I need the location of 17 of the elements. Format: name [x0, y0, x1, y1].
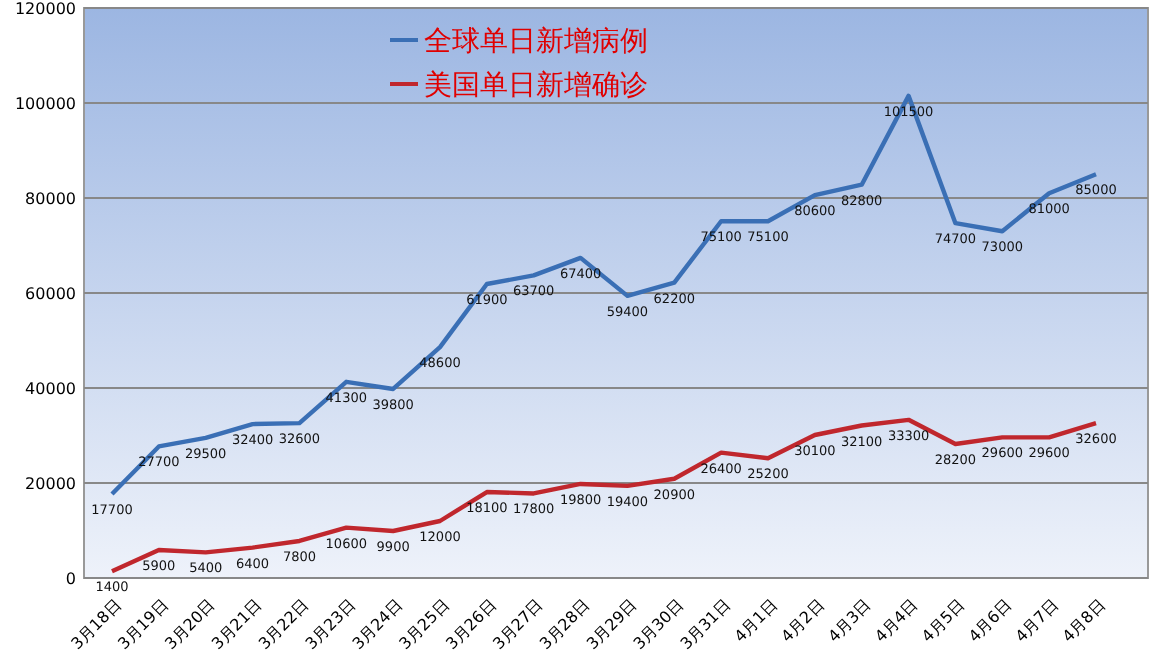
y-tick-label: 20000	[25, 474, 76, 493]
x-tick-label: 4月1日	[731, 596, 781, 646]
y-tick-label: 100000	[14, 94, 76, 113]
legend-label: 美国单日新增确诊	[424, 69, 648, 102]
y-tick-label: 0	[65, 569, 76, 588]
y-tick-label: 80000	[25, 189, 76, 208]
x-tick-label: 4月5日	[918, 596, 969, 646]
legend-label: 全球单日新增病例	[424, 25, 648, 58]
y-tick-label: 120000	[14, 0, 76, 18]
x-tick-label: 4月7日	[1012, 596, 1062, 646]
x-tick-label: 4月2日	[777, 596, 828, 646]
x-tick-label: 4月4日	[871, 596, 922, 646]
x-tick-label: 4月3日	[824, 596, 875, 646]
y-tick-label: 40000	[25, 379, 76, 398]
x-tick-label: 4月6日	[965, 596, 1016, 646]
y-tick-label: 60000	[25, 284, 76, 303]
x-tick-label: 4月8日	[1059, 596, 1109, 646]
